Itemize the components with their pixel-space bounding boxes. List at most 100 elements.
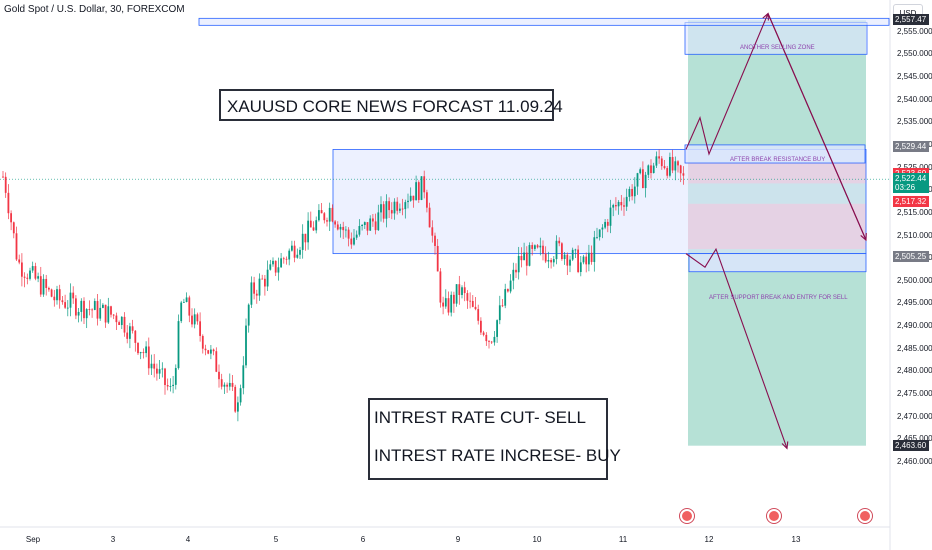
- candle-body: [436, 245, 439, 272]
- candle-body: [515, 269, 517, 273]
- candle-body: [544, 253, 547, 262]
- sell-projection-arrow: [685, 247, 788, 449]
- price-label-support: 2,505.25: [893, 251, 929, 263]
- candle-body: [409, 195, 412, 201]
- candle-body: [442, 302, 444, 307]
- candle-body: [318, 210, 320, 221]
- time-tick-label: 5: [273, 535, 279, 544]
- price-tick-label: 2,540.000: [897, 94, 932, 104]
- candle-body: [107, 306, 110, 323]
- candle-body: [358, 226, 361, 235]
- candle-body: [374, 221, 377, 231]
- candle-body: [674, 161, 677, 171]
- candle-body: [99, 307, 102, 319]
- candle-body: [34, 266, 37, 279]
- candle-body: [66, 307, 69, 309]
- economic-event-icon[interactable]: [767, 509, 781, 523]
- candle-body: [266, 269, 269, 287]
- candle-body: [550, 260, 552, 263]
- candle-body: [64, 302, 66, 308]
- candle-body: [120, 316, 123, 326]
- price-tick-label: 2,545.000: [897, 71, 932, 81]
- candle-body: [88, 309, 91, 310]
- candle-body: [156, 368, 158, 374]
- candle-body: [220, 379, 223, 387]
- candle-body: [417, 182, 420, 200]
- candle-body: [4, 176, 7, 193]
- candle-body: [264, 278, 266, 287]
- countdown-label: 03:26: [895, 183, 916, 193]
- price-tick-label: 2,465.000: [897, 434, 932, 443]
- candle-body: [331, 207, 334, 222]
- candle-body: [380, 204, 382, 213]
- economic-event-icon[interactable]: [858, 509, 872, 523]
- price-tick-label: 2,460.000: [897, 457, 932, 466]
- candle-body: [261, 278, 264, 280]
- time-tick-label: 11: [618, 535, 628, 544]
- candle-body: [682, 173, 685, 176]
- candle-body: [388, 201, 390, 211]
- candle-body: [75, 298, 77, 316]
- candle-body: [280, 258, 282, 268]
- candle-body: [679, 165, 682, 174]
- candle-body: [404, 202, 407, 210]
- candle-body: [153, 363, 156, 369]
- candle-body: [282, 258, 285, 260]
- candle-body: [158, 369, 161, 374]
- candle-body: [12, 222, 15, 234]
- candle-body: [285, 258, 288, 260]
- candle-body: [115, 315, 118, 323]
- candle-body: [372, 218, 374, 222]
- candle-body: [201, 335, 204, 349]
- candle-body: [345, 229, 347, 231]
- candle-body: [666, 168, 669, 176]
- price-label-entry: 2,517.32: [893, 196, 929, 208]
- candle-body: [61, 300, 64, 303]
- candle-body: [218, 371, 220, 380]
- candle-body: [85, 309, 88, 319]
- candle-body: [161, 368, 164, 370]
- candle-body: [15, 233, 18, 260]
- candle-body: [528, 245, 531, 266]
- candle-body: [512, 269, 515, 281]
- candle-body: [509, 280, 512, 292]
- candle-body: [596, 237, 598, 238]
- candle-body: [636, 173, 639, 187]
- candle-body: [590, 252, 593, 262]
- time-tick-label: 12: [704, 535, 714, 544]
- candle-body: [104, 304, 107, 323]
- candle-body: [612, 205, 615, 208]
- candle-body: [604, 221, 606, 228]
- candle-body: [83, 300, 85, 319]
- candle-body: [650, 165, 652, 174]
- candle-body: [123, 316, 126, 333]
- buy-projection-arrow: [685, 13, 769, 156]
- price-label-resist: 2,529.44: [893, 141, 929, 153]
- candle-body: [134, 330, 137, 343]
- zone-label-support: AFTER SUPPORT BREAK AND ENTRY FOR SELL: [709, 295, 848, 301]
- candle-body: [547, 260, 550, 262]
- candle-body: [444, 298, 447, 307]
- candle-body: [31, 266, 34, 271]
- price-tick-label: 2,480.000: [897, 366, 932, 376]
- candle-body: [601, 227, 604, 230]
- candle-body: [183, 301, 185, 303]
- candle-body: [574, 249, 577, 251]
- price-tick-label: 2,470.000: [897, 411, 932, 421]
- candle-body: [347, 229, 350, 239]
- candle-body: [174, 368, 177, 385]
- candle-body: [139, 352, 142, 354]
- candle-body: [399, 208, 401, 211]
- candle-body: [647, 165, 650, 175]
- candle-body: [48, 287, 50, 290]
- economic-event-icon[interactable]: [680, 509, 694, 523]
- candle-body: [523, 252, 525, 261]
- candle-body: [431, 227, 434, 236]
- candle-body: [231, 382, 234, 387]
- candle-body: [517, 255, 520, 273]
- candle-body: [304, 233, 307, 243]
- candle-body: [237, 402, 239, 412]
- candle-body: [56, 289, 58, 301]
- candle-body: [426, 192, 428, 208]
